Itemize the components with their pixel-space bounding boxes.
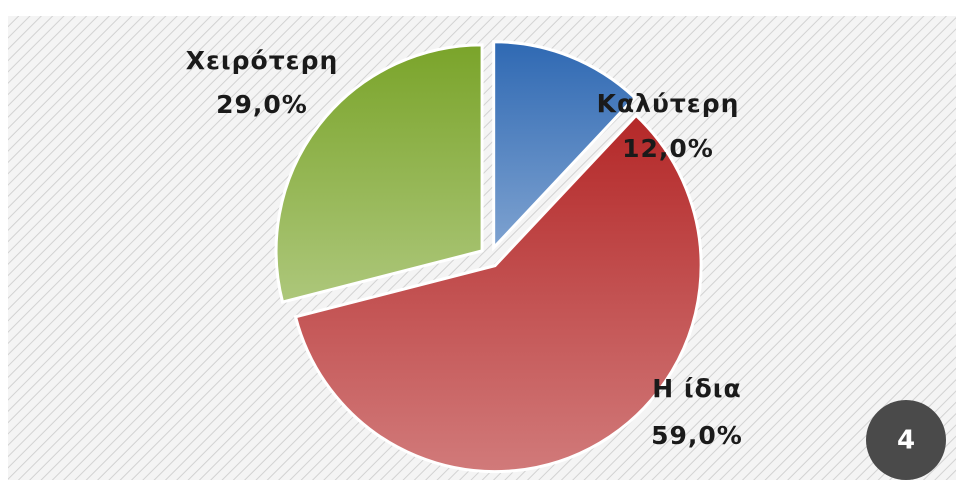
pie-slice (274, 43, 484, 304)
slice-label: Η ίδια (652, 374, 741, 403)
slice-value-label: 29,0% (216, 90, 308, 119)
labels: Καλύτερη 12,0% Η ίδια 59,0% Χειρότερη 29,0% (186, 46, 743, 450)
page-badge-text: 4 (897, 426, 915, 456)
slice-label: Καλύτερη (597, 89, 740, 118)
page-badge (866, 400, 946, 480)
slice-value-label: 12,0% (622, 134, 714, 163)
slice-value-label: 59,0% (651, 421, 743, 450)
pie-slice (492, 40, 637, 252)
slice-label: Χειρότερη (186, 46, 339, 75)
pie (274, 40, 703, 474)
pie-slice (293, 113, 703, 474)
